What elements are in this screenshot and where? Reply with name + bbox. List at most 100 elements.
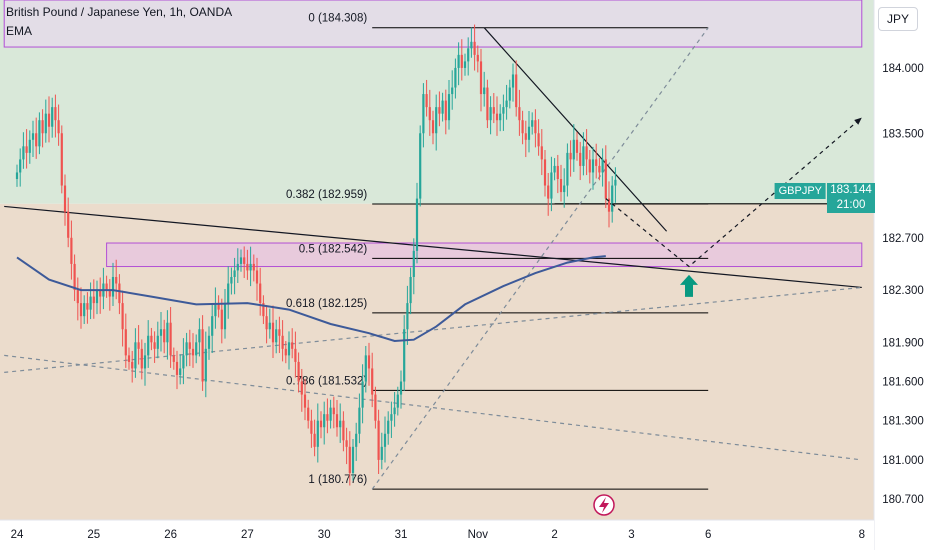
indicator-label[interactable]: EMA xyxy=(6,24,33,38)
candle xyxy=(54,107,57,121)
candle xyxy=(435,107,438,134)
candle xyxy=(518,107,521,121)
candle xyxy=(326,414,329,421)
time-axis-label: 3 xyxy=(628,529,634,541)
currency-button[interactable]: JPY xyxy=(878,7,918,31)
candle xyxy=(547,185,550,199)
candle xyxy=(233,270,236,277)
candle xyxy=(502,107,505,114)
time-axis-label: 24 xyxy=(11,529,24,541)
candle xyxy=(486,87,489,121)
candle xyxy=(195,342,198,356)
candle xyxy=(204,348,207,382)
candle xyxy=(73,263,76,291)
time-axis-label: 27 xyxy=(241,529,254,541)
fib-level-label: 0 (184.308) xyxy=(308,13,367,25)
fib-level-label: 0.5 (182.542) xyxy=(299,243,368,255)
candle xyxy=(543,159,547,186)
candle xyxy=(563,185,566,193)
price-badge-countdown: 21:00 xyxy=(836,199,866,211)
candle xyxy=(342,420,345,441)
candle xyxy=(131,361,134,369)
candle xyxy=(591,159,595,173)
candle xyxy=(431,120,435,134)
candle xyxy=(156,335,159,349)
candle xyxy=(540,146,543,160)
candle xyxy=(412,250,415,277)
candle xyxy=(511,74,515,88)
candle xyxy=(377,420,380,460)
time-axis-label: 30 xyxy=(318,529,331,541)
price-axis-label: 181.600 xyxy=(882,377,924,389)
fib-diagonal-line xyxy=(371,27,709,490)
fib-level-label: 0.382 (182.959) xyxy=(286,189,367,201)
price-badge: 183.144 21:00 xyxy=(827,183,875,213)
price-axis-label: 181.000 xyxy=(882,455,924,467)
fib-level-label: 1 (180.776) xyxy=(308,474,367,486)
candle xyxy=(249,263,252,271)
candle xyxy=(585,146,588,160)
candle xyxy=(556,165,559,179)
candle xyxy=(380,446,383,460)
candle xyxy=(479,61,483,95)
candle xyxy=(451,87,454,95)
candle xyxy=(393,407,396,415)
candle xyxy=(399,381,403,395)
candle xyxy=(515,74,518,108)
candle xyxy=(284,348,287,356)
candle xyxy=(364,355,367,382)
candle xyxy=(255,270,259,284)
candle xyxy=(38,120,41,147)
candle xyxy=(537,133,540,147)
candle xyxy=(371,368,374,395)
candle xyxy=(28,139,31,153)
candle xyxy=(582,146,585,166)
candle xyxy=(153,342,156,349)
candle xyxy=(473,41,476,55)
up-arrow-icon xyxy=(680,274,698,297)
candle xyxy=(316,420,319,447)
time-axis-label: 6 xyxy=(705,529,711,541)
lightning-icon-bolt xyxy=(599,497,609,513)
candle xyxy=(611,185,614,212)
candle xyxy=(207,335,211,349)
upper-resistance-zone xyxy=(3,0,863,48)
candle xyxy=(499,113,502,121)
candle xyxy=(329,407,332,421)
candle xyxy=(121,303,124,330)
candle xyxy=(239,257,243,264)
candle xyxy=(601,159,604,173)
candle xyxy=(67,211,70,238)
candle xyxy=(335,414,339,428)
candle xyxy=(572,139,575,160)
candle xyxy=(252,263,255,271)
candle xyxy=(92,296,95,304)
price-badge-price: 183.144 xyxy=(830,184,872,196)
candle xyxy=(191,348,195,356)
candle xyxy=(124,329,127,356)
candle xyxy=(95,290,99,304)
candle xyxy=(262,303,265,317)
candle xyxy=(476,54,479,62)
fib-level-label: 0.618 (182.125) xyxy=(286,298,367,310)
candle xyxy=(425,94,428,108)
candle xyxy=(463,61,467,68)
candle xyxy=(441,100,444,114)
candle xyxy=(31,133,35,140)
candle xyxy=(220,309,223,330)
candle xyxy=(361,381,364,408)
descending-support-line xyxy=(4,205,862,289)
candle xyxy=(521,120,524,134)
candle xyxy=(553,165,556,173)
candle xyxy=(19,159,22,173)
candle xyxy=(214,303,217,317)
candle xyxy=(444,100,447,121)
candle xyxy=(217,303,220,310)
candle xyxy=(300,381,303,395)
candle xyxy=(41,120,44,134)
candle xyxy=(313,433,316,447)
candle xyxy=(390,414,393,421)
candle xyxy=(428,107,431,121)
time-axis-label: 26 xyxy=(164,529,177,541)
time-axis-label: 25 xyxy=(87,529,100,541)
